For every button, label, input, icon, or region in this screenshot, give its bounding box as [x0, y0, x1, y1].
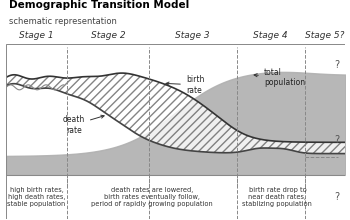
Text: death rates are lowered,
birth rates eventually follow,
period of rapidly growin: death rates are lowered, birth rates eve… [91, 187, 213, 207]
Text: total
population: total population [254, 68, 305, 87]
Text: death
rate: death rate [63, 115, 104, 135]
Text: Stage 4: Stage 4 [253, 31, 288, 40]
Text: Demographic Transition Model: Demographic Transition Model [9, 0, 190, 10]
Text: ?: ? [334, 135, 340, 145]
Text: Stage 3: Stage 3 [175, 31, 210, 40]
Text: ?: ? [334, 60, 340, 70]
Text: birth rate drop to
near death rates,
stablizing population: birth rate drop to near death rates, sta… [243, 187, 312, 207]
Text: ?: ? [334, 192, 340, 202]
Text: schematic representation: schematic representation [9, 17, 117, 26]
Text: Stage 5?: Stage 5? [305, 31, 344, 40]
Text: birth
rate: birth rate [166, 75, 204, 95]
Text: Stage 2: Stage 2 [91, 31, 125, 40]
Text: high birth rates,
high death rates,
stable population: high birth rates, high death rates, stab… [7, 187, 66, 207]
Text: Stage 1: Stage 1 [19, 31, 54, 40]
